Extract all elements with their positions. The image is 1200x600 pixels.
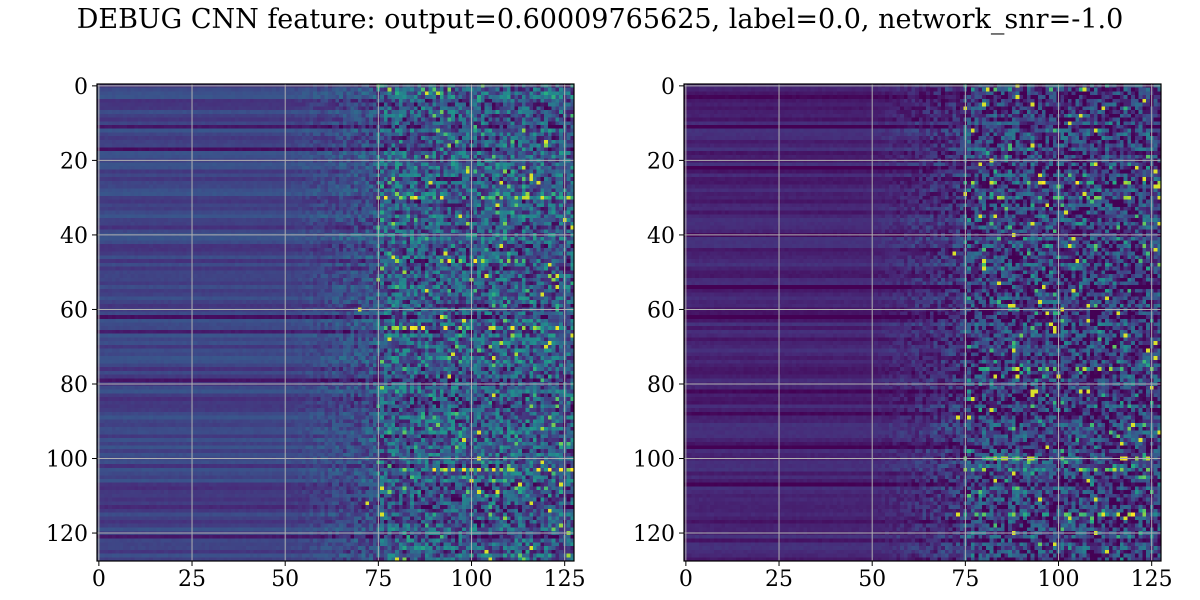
- figure-title: DEBUG CNN feature: output=0.60009765625,…: [76, 4, 1124, 35]
- y-tick-label: 60: [60, 298, 88, 323]
- axes-frame: [96, 83, 575, 562]
- x-tick-label: 0: [679, 567, 693, 592]
- heatmap-image: [684, 84, 1161, 561]
- x-tick-label: 0: [92, 567, 106, 592]
- x-tick-label: 50: [858, 567, 886, 592]
- y-tick-label: 80: [647, 373, 675, 398]
- heatmap-panel-left: 0 25 50 75 100 125 0 20 40 60 80 100 120: [46, 75, 586, 592]
- x-tick-label: 125: [544, 567, 586, 592]
- x-tick-label: 75: [364, 567, 392, 592]
- axes-frame: [683, 83, 1162, 562]
- y-tick-label: 40: [647, 224, 675, 249]
- y-tick-label: 0: [661, 75, 675, 100]
- x-tick-label: 25: [765, 567, 793, 592]
- y-tick-label: 60: [647, 298, 675, 323]
- y-tick-label: 120: [633, 522, 675, 547]
- heatmap-panel-right: 0 25 50 75 100 125 0 20 40 60 80 100 120: [633, 75, 1173, 592]
- x-tick-label: 100: [451, 567, 493, 592]
- y-tick-label: 0: [74, 75, 88, 100]
- y-tick-label: 100: [46, 448, 88, 473]
- y-tick-label: 120: [46, 522, 88, 547]
- x-tick-label: 75: [951, 567, 979, 592]
- x-tick-label: 50: [271, 567, 299, 592]
- x-tick-label: 125: [1131, 567, 1173, 592]
- y-tick-label: 20: [60, 149, 88, 174]
- y-tick-label: 80: [60, 373, 88, 398]
- heatmap-image: [97, 84, 574, 561]
- x-tick-label: 100: [1038, 567, 1080, 592]
- y-tick-label: 40: [60, 224, 88, 249]
- x-tick-label: 25: [178, 567, 206, 592]
- y-tick-label: 20: [647, 149, 675, 174]
- y-tick-label: 100: [633, 448, 675, 473]
